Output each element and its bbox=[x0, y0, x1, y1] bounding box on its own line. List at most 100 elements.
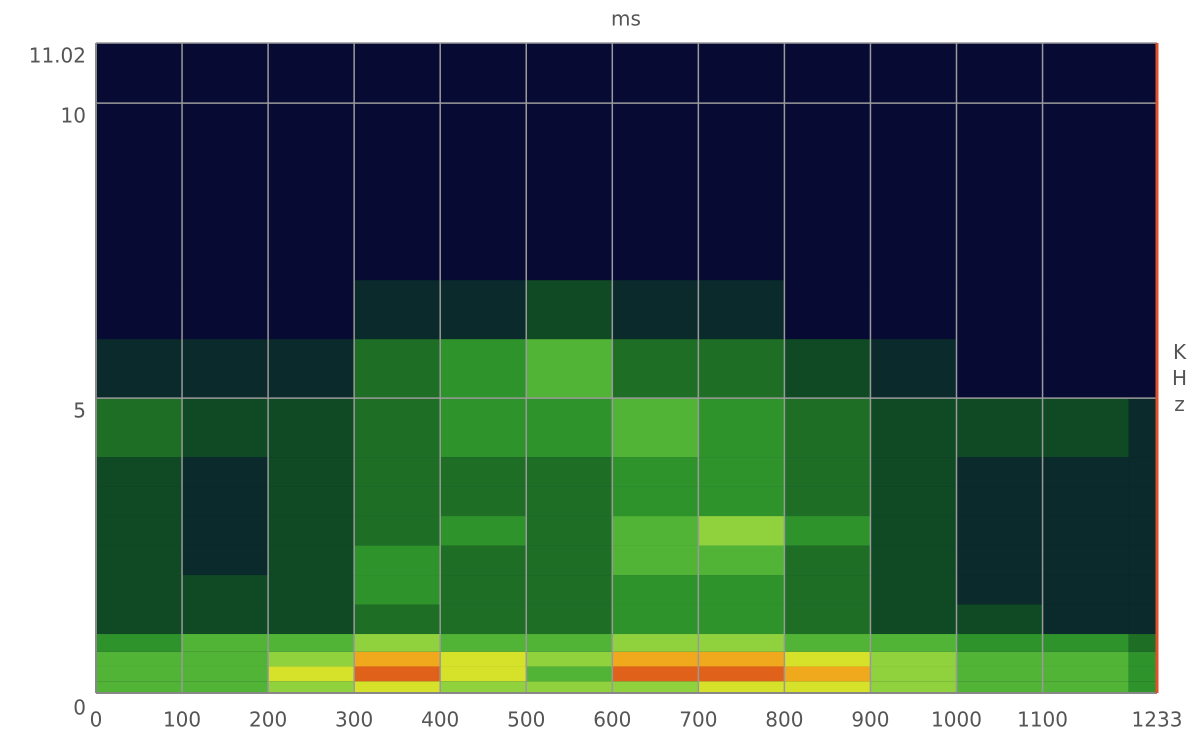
heat-cell bbox=[1042, 681, 1129, 693]
heat-cell bbox=[440, 666, 527, 682]
heat-cell bbox=[698, 604, 785, 635]
heat-cell bbox=[1042, 651, 1129, 667]
heat-cell bbox=[698, 666, 785, 682]
heat-cell bbox=[526, 651, 613, 667]
heat-cell bbox=[440, 634, 527, 652]
heat-cell bbox=[182, 339, 269, 399]
heat-cell bbox=[182, 634, 269, 652]
heat-cell bbox=[1042, 398, 1129, 458]
heat-cell bbox=[870, 575, 957, 605]
heat-cell bbox=[612, 575, 699, 605]
heat-cell bbox=[182, 43, 269, 281]
heat-cell bbox=[612, 516, 699, 546]
heat-cell bbox=[784, 339, 871, 399]
heat-cell bbox=[612, 339, 699, 399]
heat-cell bbox=[1128, 516, 1157, 546]
heat-cell bbox=[956, 634, 1043, 652]
heat-cell bbox=[268, 545, 355, 576]
heat-cell bbox=[612, 545, 699, 576]
heat-cell bbox=[268, 604, 355, 635]
heat-cell bbox=[1128, 280, 1157, 340]
y-tick-label: 11.02 bbox=[29, 44, 86, 68]
heat-cell bbox=[784, 545, 871, 576]
heat-cell bbox=[870, 486, 957, 517]
heat-cell bbox=[784, 681, 871, 693]
heat-cell bbox=[1042, 486, 1129, 517]
heat-cell bbox=[956, 666, 1043, 682]
x-tick-label: 700 bbox=[679, 708, 717, 732]
heat-cell bbox=[268, 280, 355, 340]
heat-cell bbox=[96, 398, 183, 458]
heat-cell bbox=[1042, 545, 1129, 576]
heat-cell bbox=[526, 681, 613, 693]
heat-cell bbox=[698, 681, 785, 693]
heat-cell bbox=[96, 486, 183, 517]
heat-cell bbox=[96, 280, 183, 340]
heat-cell bbox=[698, 398, 785, 458]
heat-cell bbox=[440, 43, 527, 281]
x-tick-label: 400 bbox=[421, 708, 459, 732]
heat-cell bbox=[1128, 651, 1157, 667]
y-tick-label: 0 bbox=[73, 696, 86, 720]
heat-cell bbox=[268, 398, 355, 458]
heat-cell bbox=[784, 666, 871, 682]
heat-cell bbox=[1042, 457, 1129, 487]
heat-cell bbox=[268, 651, 355, 667]
heat-cell bbox=[268, 43, 355, 281]
heat-cell bbox=[96, 545, 183, 576]
heat-cell bbox=[526, 457, 613, 487]
heat-cell bbox=[956, 339, 1043, 399]
heat-cell bbox=[354, 545, 441, 576]
heat-cell bbox=[440, 604, 527, 635]
heat-cell bbox=[956, 516, 1043, 546]
heat-cell bbox=[268, 516, 355, 546]
heat-cell bbox=[784, 575, 871, 605]
heat-cell bbox=[956, 398, 1043, 458]
heat-cell bbox=[698, 651, 785, 667]
heat-cell bbox=[526, 575, 613, 605]
heat-cell bbox=[612, 634, 699, 652]
heat-cell bbox=[96, 457, 183, 487]
heat-cell bbox=[698, 516, 785, 546]
heat-cell bbox=[956, 43, 1043, 281]
heat-cell bbox=[612, 486, 699, 517]
heat-cell bbox=[956, 486, 1043, 517]
heat-cell bbox=[440, 398, 527, 458]
x-tick-label: 1233 bbox=[1132, 708, 1183, 732]
heat-cell bbox=[182, 486, 269, 517]
heat-cell bbox=[268, 681, 355, 693]
heat-cell bbox=[182, 604, 269, 635]
heat-cell bbox=[182, 545, 269, 576]
heat-cell bbox=[698, 43, 785, 281]
heat-cell bbox=[1128, 545, 1157, 576]
heat-cell bbox=[784, 457, 871, 487]
heat-cell bbox=[440, 486, 527, 517]
heat-cell bbox=[526, 43, 613, 281]
heat-cell bbox=[612, 604, 699, 635]
heat-cell bbox=[870, 604, 957, 635]
heat-cell bbox=[612, 666, 699, 682]
heat-cell bbox=[354, 43, 441, 281]
heat-cell bbox=[870, 666, 957, 682]
heat-cell bbox=[1042, 339, 1129, 399]
x-tick-label: 100 bbox=[163, 708, 201, 732]
heat-cell bbox=[1042, 575, 1129, 605]
heat-cell bbox=[870, 398, 957, 458]
heat-cell bbox=[612, 681, 699, 693]
heat-cell bbox=[698, 280, 785, 340]
x-tick-label: 1100 bbox=[1017, 708, 1068, 732]
y-tick-label: 10 bbox=[61, 104, 86, 128]
x-tick-label: 300 bbox=[335, 708, 373, 732]
heat-cell bbox=[268, 457, 355, 487]
heat-cell bbox=[612, 280, 699, 340]
heat-cell bbox=[1042, 43, 1129, 281]
heat-cell bbox=[1128, 457, 1157, 487]
heat-cell bbox=[870, 634, 957, 652]
heat-cell bbox=[956, 575, 1043, 605]
heat-cell bbox=[268, 575, 355, 605]
heat-cell bbox=[526, 339, 613, 399]
heat-cell bbox=[784, 398, 871, 458]
heat-cell bbox=[354, 339, 441, 399]
x-tick-label: 800 bbox=[765, 708, 803, 732]
heat-cell bbox=[1042, 666, 1129, 682]
